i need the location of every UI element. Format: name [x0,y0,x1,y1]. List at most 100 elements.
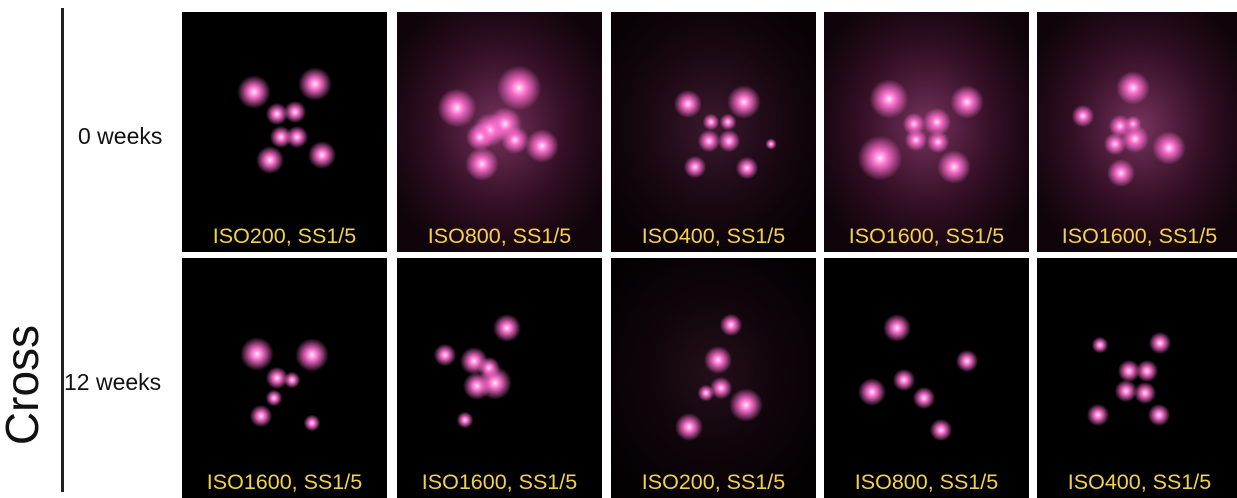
luminescent-spot [912,386,936,410]
image-panel: ISO400, SS1/5 [1037,258,1237,498]
luminescence-photo [182,258,387,498]
luminescent-spot [256,146,284,174]
photo-glow [611,258,816,498]
luminescent-spot [1103,132,1127,156]
luminescent-spot [295,338,329,372]
panel-caption: ISO800, SS1/5 [854,470,999,494]
luminescence-photo [1037,12,1237,252]
luminescent-spot [478,366,512,400]
luminescence-photo [397,258,602,498]
image-panel: ISO800, SS1/5 [397,12,602,252]
luminescent-spot [283,371,301,389]
image-panel: ISO1600, SS1/5 [1037,12,1237,252]
panel-caption: ISO1600, SS1/5 [1061,224,1218,248]
panel-caption: ISO800, SS1/5 [427,224,572,248]
luminescent-spot [709,376,733,400]
panel-caption: ISO1600, SS1/5 [206,470,363,494]
luminescence-photo [397,12,602,252]
panel-caption: ISO200, SS1/5 [212,224,357,248]
luminescent-spot [269,125,293,149]
image-panel: ISO800, SS1/5 [824,258,1029,498]
luminescent-spot [265,102,289,126]
row-label-12-weeks: 12 weeks [64,369,162,395]
luminescence-photo [824,12,1029,252]
luminescent-spot [1107,159,1135,187]
luminescent-spot [683,155,707,179]
luminescent-spot [717,129,741,153]
luminescent-spot [869,79,909,119]
row-label-0-weeks: 0 weeks [78,123,163,149]
luminescent-spot [1086,403,1110,427]
luminescent-spot [857,135,903,181]
luminescence-photo [611,12,816,252]
luminescent-spot [883,314,911,342]
luminescent-spot [904,128,928,152]
luminescent-spot [496,65,542,111]
image-panel: ISO1600, SS1/5 [182,258,387,498]
luminescent-spot [240,337,274,371]
luminescent-spot [892,368,916,392]
luminescent-spot [1135,359,1159,383]
luminescence-photo [1037,258,1237,498]
luminescence-photo [182,12,387,252]
luminescent-spot [1114,379,1138,403]
luminescent-spot [283,100,307,124]
luminescent-spot [729,388,763,422]
luminescent-spot [237,75,271,109]
luminescent-spot [298,67,332,101]
luminescent-spot [675,413,703,441]
luminescence-photo [611,258,816,498]
luminescent-spot [466,123,494,151]
luminescent-spot [1147,403,1171,427]
luminescent-spot [719,113,737,131]
luminescent-spot [456,411,474,429]
luminescent-spot [437,88,477,128]
luminescent-spot [1071,104,1095,128]
image-panel: ISO1600, SS1/5 [824,12,1029,252]
photo-glow [824,12,1029,252]
panel-caption: ISO400, SS1/5 [1067,470,1212,494]
cross-group-label: Cross [0,324,48,446]
luminescent-spot [1117,359,1141,383]
luminescent-spot [249,404,273,428]
luminescent-spot [1133,381,1157,405]
luminescent-spot [955,349,979,373]
luminescent-spot [719,313,743,337]
luminescent-spot [697,384,715,402]
image-panel: ISO200, SS1/5 [611,258,816,498]
image-panel: ISO1600, SS1/5 [397,258,602,498]
luminescent-spot [702,113,720,131]
photo-background [824,258,1029,498]
luminescent-spot [727,85,761,119]
luminescent-spot [433,343,457,367]
image-panel: ISO400, SS1/5 [611,12,816,252]
luminescent-spot [493,314,521,342]
panel-caption: ISO400, SS1/5 [641,224,786,248]
luminescent-spot [1148,331,1172,355]
luminescent-spot [525,129,559,163]
panel-caption: ISO200, SS1/5 [641,470,786,494]
luminescent-spot [937,150,971,184]
luminescent-spot [501,126,529,154]
luminescent-spot [858,378,886,406]
luminescent-spot [950,85,984,119]
luminescent-spot [465,147,499,181]
luminescent-spot [308,141,336,169]
luminescence-photo [824,258,1029,498]
luminescent-spot [929,418,953,442]
group-divider-line [61,8,64,492]
luminescent-spot [303,414,321,432]
luminescent-spot [265,366,289,390]
luminescent-spot [285,125,309,149]
luminescent-spot [1116,71,1150,105]
luminescent-spot [1152,131,1186,165]
luminescent-spot [265,389,283,407]
luminescent-spot [735,156,759,180]
panel-caption: ISO1600, SS1/5 [848,224,1005,248]
panel-caption: ISO1600, SS1/5 [421,470,578,494]
luminescent-spot [704,346,732,374]
luminescent-spot [765,138,777,150]
luminescent-spot [923,108,951,136]
luminescent-spot [697,129,721,153]
luminescent-spot [1091,336,1109,354]
